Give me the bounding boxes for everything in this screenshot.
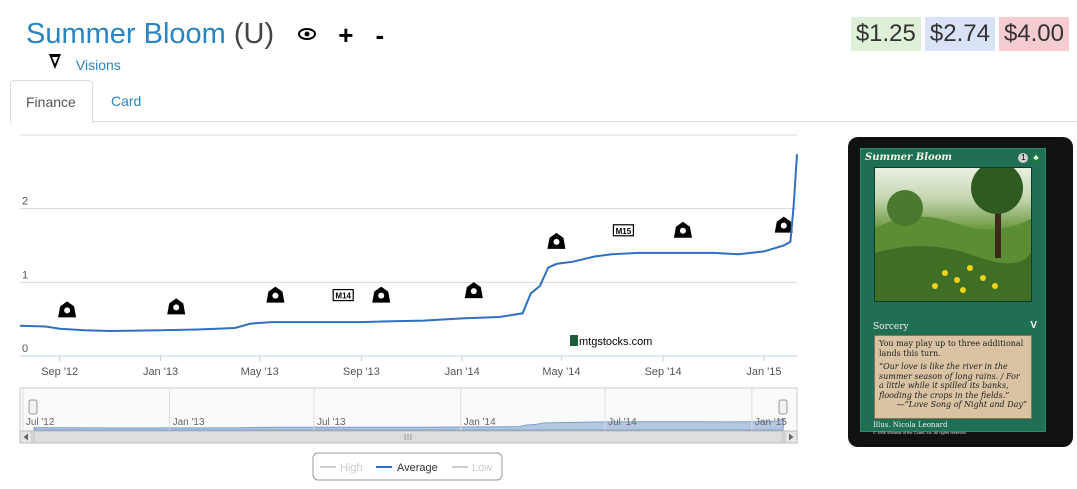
set-symbol-icon bbox=[547, 232, 566, 249]
legend-item-low[interactable]: Low bbox=[452, 462, 492, 474]
set-symbol-icon bbox=[774, 216, 793, 233]
set-icon-label: M15 bbox=[616, 227, 632, 236]
x-tick-label: May '14 bbox=[542, 366, 580, 378]
add-button[interactable]: + bbox=[338, 20, 354, 51]
set-symbol-icon bbox=[372, 286, 391, 303]
set-icon-hole bbox=[780, 222, 787, 229]
navigator-label: Jan '14 bbox=[464, 417, 496, 428]
x-tick-label: Sep '12 bbox=[41, 366, 78, 378]
set-icon-hole bbox=[64, 307, 71, 314]
set-icon-label: M14 bbox=[335, 292, 351, 301]
navigator-label: Jul '14 bbox=[608, 417, 637, 428]
card-image-textbox: You may play up to three additional land… bbox=[874, 335, 1032, 419]
tab-card[interactable]: Card bbox=[111, 93, 142, 109]
m14-set-icon: M14 bbox=[332, 288, 354, 302]
eye-icon[interactable] bbox=[298, 15, 317, 55]
scroll-left-arrow-icon bbox=[23, 433, 28, 441]
m15-set-icon: M15 bbox=[612, 224, 635, 237]
set-row: Visions bbox=[48, 52, 121, 73]
scrollbar-grip-icon bbox=[404, 434, 412, 440]
set-icon-hole bbox=[553, 238, 560, 245]
legend: High Average Low bbox=[312, 452, 503, 481]
tab-bar: Finance Card bbox=[10, 80, 1077, 123]
card-title-row: Summer Bloom (U) + - bbox=[26, 14, 384, 55]
navigator-label: Jan '13 bbox=[173, 417, 205, 428]
card-illustrator: Illus. Nicola Leonard bbox=[873, 421, 948, 429]
card-image-cost: 1 ♣ bbox=[1018, 152, 1041, 163]
card-image: Summer Bloom 1 ♣ Sorcery V You may play … bbox=[848, 137, 1073, 447]
legend-item-average[interactable]: Average bbox=[376, 462, 438, 474]
green-mana-icon: ♣ bbox=[1031, 153, 1041, 163]
price-chart[interactable]: 0 1 2 Sep '12 Jan '13 May '13 Sep '13 Jan '14 M… bbox=[0, 130, 810, 485]
x-axis-labels: Sep '12 Jan '13 May '13 Sep '13 Jan '14 May '… bbox=[41, 356, 782, 378]
legend-item-high[interactable]: High bbox=[320, 462, 363, 474]
set-symbol-icon bbox=[464, 282, 483, 299]
navigator-left-handle[interactable] bbox=[28, 399, 38, 415]
card-flavor-attribution: —“Love Song of Night and Day” bbox=[896, 400, 1027, 409]
navigator-label: Jul '13 bbox=[317, 417, 346, 428]
watermark: mtgstocks.com bbox=[570, 335, 652, 348]
tab-finance[interactable]: Finance bbox=[10, 80, 93, 123]
set-icon-hole bbox=[173, 304, 180, 311]
x-tick-label: Sep '13 bbox=[343, 366, 380, 378]
svg-text:Average: Average bbox=[397, 462, 438, 474]
set-icon-hole bbox=[272, 292, 279, 299]
x-tick-label: May '13 bbox=[241, 366, 279, 378]
set-symbol-icon bbox=[266, 286, 285, 303]
remove-button[interactable]: - bbox=[375, 20, 385, 51]
range-navigator[interactable]: Jul '12 Jan '13 Jul '13 Jan '14 Jul '14 Jan '… bbox=[19, 387, 798, 435]
card-copyright: © 1996 Wizards of the Coast, Inc. All ri… bbox=[873, 430, 967, 435]
navigator-right-handle[interactable] bbox=[778, 399, 788, 415]
svg-text:mtgstocks.com: mtgstocks.com bbox=[579, 336, 652, 348]
card-image-set-symbol: V bbox=[1030, 320, 1037, 331]
set-icon-hole bbox=[679, 227, 686, 234]
scroll-right-arrow-icon bbox=[789, 433, 794, 441]
card-face: Summer Bloom 1 ♣ Sorcery V You may play … bbox=[860, 148, 1046, 435]
set-icon-hole bbox=[470, 288, 477, 295]
navigator-label: Jan '15 bbox=[755, 417, 787, 428]
navigator-labels: Jul '12 Jan '13 Jul '13 Jan '14 Jul '14 Jan '… bbox=[22, 388, 787, 430]
y-axis-labels: 0 1 2 bbox=[22, 196, 28, 355]
x-tick-label: Jan '13 bbox=[143, 366, 178, 378]
chart-grid bbox=[20, 134, 797, 357]
set-icon-hole bbox=[378, 292, 385, 299]
y-tick-label: 2 bbox=[22, 196, 28, 208]
high-price-badge: $4.00 bbox=[998, 17, 1069, 51]
set-icon-box bbox=[612, 224, 635, 237]
price-badges: $1.25 $2.74 $4.00 bbox=[850, 17, 1069, 51]
navigator-label: Jul '12 bbox=[26, 417, 55, 428]
x-tick-label: Sep '14 bbox=[645, 366, 682, 378]
average-price-line bbox=[19, 154, 798, 333]
set-symbol-icon bbox=[673, 221, 692, 238]
average-price-badge: $2.74 bbox=[924, 17, 995, 51]
scrollbar[interactable] bbox=[19, 430, 798, 444]
svg-text:High: High bbox=[340, 462, 363, 474]
set-symbol-icon bbox=[167, 298, 186, 315]
visions-set-icon bbox=[48, 52, 62, 73]
svg-text:Low: Low bbox=[472, 462, 492, 474]
rarity-label: (U) bbox=[233, 18, 275, 50]
set-symbol-icon bbox=[58, 301, 77, 318]
card-rules-text: You may play up to three additional land… bbox=[879, 339, 1024, 358]
card-artwork bbox=[874, 167, 1032, 302]
set-link[interactable]: Visions bbox=[75, 57, 121, 73]
y-tick-label: 1 bbox=[22, 269, 28, 281]
set-icon-box bbox=[332, 288, 354, 302]
card-image-name: Summer Bloom bbox=[865, 152, 952, 163]
x-tick-label: Jan '15 bbox=[746, 366, 781, 378]
set-release-markers: M14 M15 bbox=[58, 216, 793, 318]
low-price-badge: $1.25 bbox=[850, 17, 921, 51]
card-flavor-text: “Our love is like the river in the summe… bbox=[879, 362, 1020, 400]
card-name[interactable]: Summer Bloom bbox=[26, 18, 226, 50]
y-tick-label: 0 bbox=[22, 343, 28, 355]
x-tick-label: Jan '14 bbox=[445, 366, 480, 378]
card-image-type: Sorcery bbox=[873, 322, 909, 332]
